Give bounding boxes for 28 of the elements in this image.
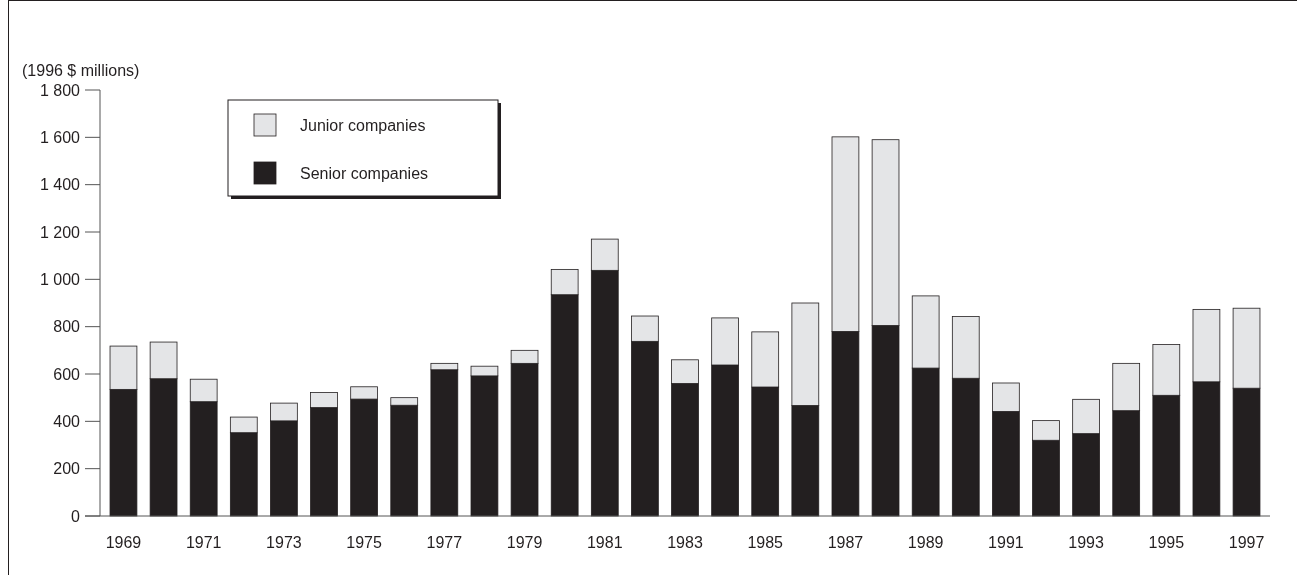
x-tick-label: 1985	[747, 534, 784, 551]
x-tick-label: 1995	[1148, 534, 1185, 551]
y-tick-label: 400	[53, 412, 81, 430]
x-tick-label: 1987	[827, 534, 864, 551]
x-tick-label: 1973	[266, 534, 302, 551]
x-tick-label: 1971	[185, 534, 222, 551]
y-tick-label: 800	[53, 318, 81, 336]
y-tick-label: 1 400	[39, 176, 81, 194]
y-tick-label: 1 800	[39, 81, 81, 99]
y-tick-label: 600	[53, 365, 81, 383]
y-tick-label: 200	[53, 460, 81, 478]
y-tick-label: 1 600	[39, 128, 81, 146]
x-tick-label: 1991	[988, 534, 1024, 551]
x-tick-label: 1997	[1228, 534, 1265, 551]
x-tick-label: 1969	[105, 534, 142, 551]
x-tick-label: 1993	[1068, 534, 1104, 551]
x-tick-label: 1981	[586, 534, 623, 551]
x-tick-label: 1979	[506, 534, 543, 551]
y-tick-label: 0	[71, 507, 81, 525]
y-tick-label: 1 000	[39, 270, 81, 288]
x-tick-label: 1975	[346, 534, 383, 551]
y-tick-label: 1 200	[39, 223, 81, 241]
legend-label: Senior companies	[300, 164, 429, 182]
y-axis-title: (1996 $ millions)	[22, 62, 140, 79]
x-tick-label: 1989	[907, 534, 944, 551]
x-tick-label: 1977	[426, 534, 463, 551]
x-tick-label: 1983	[667, 534, 703, 551]
legend-label: Junior companies	[300, 116, 426, 134]
